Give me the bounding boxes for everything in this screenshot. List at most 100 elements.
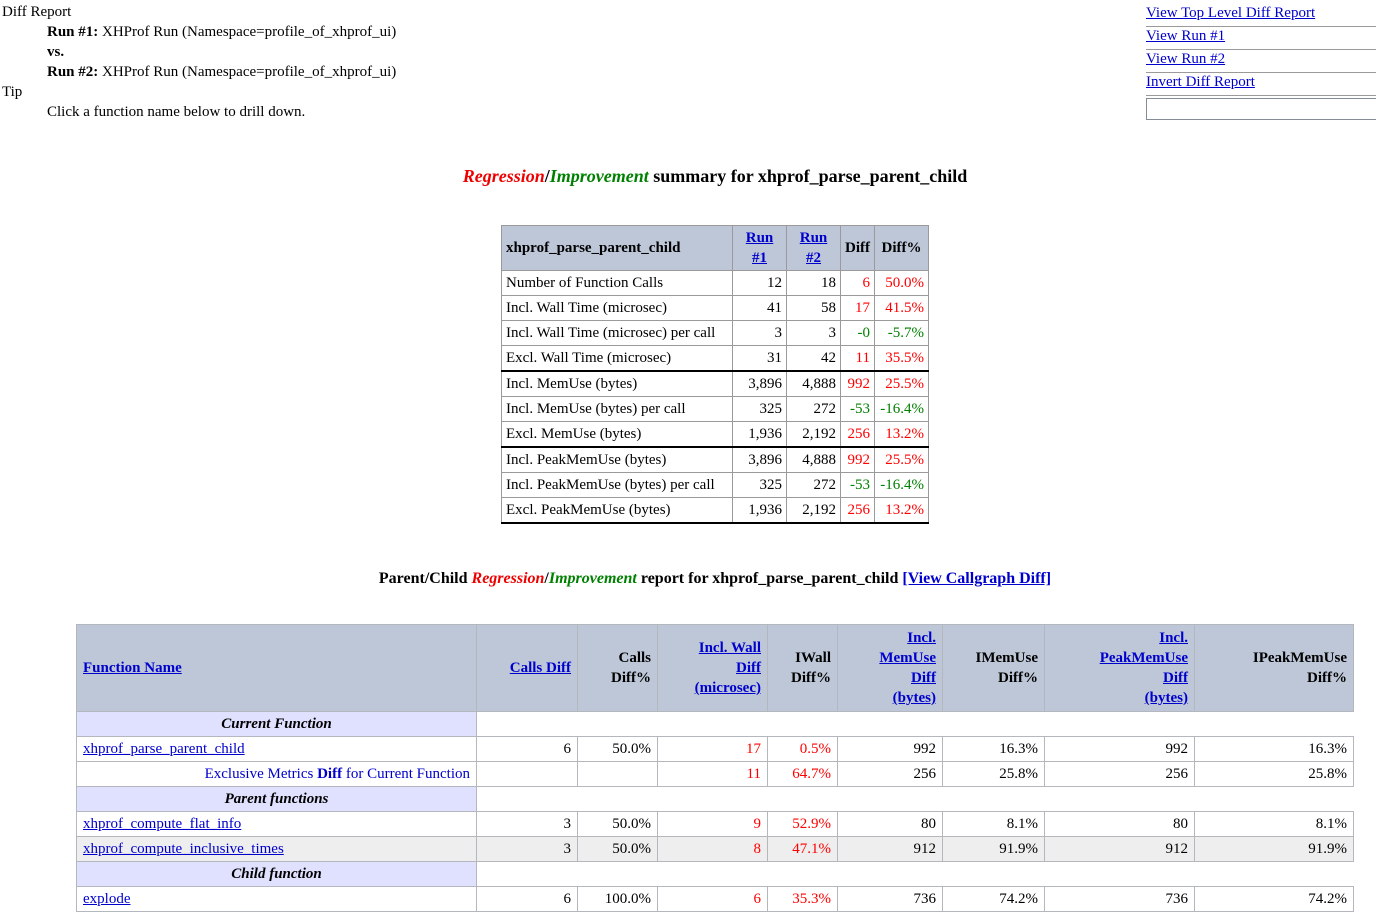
value-cell: 16.3% [1194, 736, 1354, 762]
report-column-calls-diff[interactable]: Calls Diff [476, 624, 578, 712]
diff-pct-value: -5.7% [874, 320, 929, 346]
run1-value: 1,936 [732, 421, 787, 448]
report-column-incl-wall-diff-microsec[interactable]: Incl. Wall Diff (microsec) [657, 624, 768, 712]
value-cell [476, 761, 578, 787]
diff-value: 256 [840, 497, 875, 524]
diff-value: 11 [840, 345, 875, 372]
value-cell: 74.2% [1194, 886, 1354, 912]
value-cell: 50.0% [577, 736, 658, 762]
search-input[interactable] [1146, 98, 1376, 120]
value-cell: 992 [837, 736, 943, 762]
vs-line: vs. [47, 42, 1376, 62]
summary-row: Excl. Wall Time (microsec) 31 42 11 35.5% [501, 345, 929, 372]
run1-line: Run #1: XHProf Run (Namespace=profile_of… [47, 22, 1376, 42]
nav-links: View Top Level Diff Report View Run #1 Vie… [1146, 4, 1376, 96]
value-cell: 80 [837, 811, 943, 837]
function-row: Exclusive Metrics Diff for Current Funct… [76, 761, 1354, 787]
metric-name: Incl. MemUse (bytes) [501, 370, 733, 397]
nav-link-row: View Run #2 [1146, 50, 1376, 73]
value-cell: 912 [837, 836, 943, 862]
function-link-xhprof-parse-parent-child[interactable]: xhprof_parse_parent_child [83, 741, 245, 757]
summary-row: Excl. MemUse (bytes) 1,936 2,192 256 13.2% [501, 421, 929, 448]
value-cell: 35.3% [767, 886, 838, 912]
run1-value: 41 [732, 295, 787, 321]
run1-value: 31 [732, 345, 787, 372]
note-diff-word: Diff [317, 766, 343, 782]
heading-separator: / [544, 570, 549, 587]
metric-name: Incl. Wall Time (microsec) [501, 295, 733, 321]
value-cell: 47.1% [767, 836, 838, 862]
run1-value: 12 [732, 270, 787, 296]
report-column-ipeakmemuse-diff%: IPeakMemUse Diff% [1194, 624, 1354, 712]
report-table: Function Name Calls Diff Calls Diff% Incl. … [76, 624, 1354, 912]
diff-pct-value: 35.5% [874, 345, 929, 372]
diff-pct-value: 50.0% [874, 270, 929, 296]
summary-row: Incl. Wall Time (microsec) 41 58 17 41.5% [501, 295, 929, 321]
run2-value: 272 [786, 396, 841, 422]
function-name-cell: xhprof_parse_parent_child [76, 736, 477, 762]
value-cell: 8.1% [942, 811, 1045, 837]
run2-line: Run #2: XHProf Run (Namespace=profile_of… [47, 62, 1376, 82]
summary-column-run-#2[interactable]: Run #2 [786, 225, 841, 271]
value-cell: 50.0% [577, 811, 658, 837]
function-row: xhprof_compute_inclusive_times 3 50.0% 8 47.… [76, 836, 1354, 862]
sort-link[interactable]: Calls Diff [509, 660, 571, 676]
function-link-xhprof-compute-flat-info[interactable]: xhprof_compute_flat_info [83, 816, 242, 832]
value-cell: 256 [1044, 761, 1195, 787]
value-cell: 74.2% [942, 886, 1045, 912]
nav-panel: View Top Level Diff Report View Run #1 Vie… [1146, 4, 1376, 120]
report-column-function-name[interactable]: Function Name [76, 624, 477, 712]
run2-value: 272 [786, 472, 841, 498]
run-link[interactable]: Run #1 [745, 230, 774, 266]
nav-link-view-run-#2[interactable]: View Run #2 [1146, 51, 1226, 67]
run2-description: XHProf Run (Namespace=profile_of_xhprof_… [98, 64, 397, 80]
function-name-cell: xhprof_compute_flat_info [76, 811, 477, 837]
vs-label: vs. [47, 44, 65, 60]
summary-column-diff: Diff [840, 225, 875, 271]
run2-value: 2,192 [786, 421, 841, 448]
metric-name: Incl. MemUse (bytes) per call [501, 396, 733, 422]
report-column-incl-memuse-diff-bytes[interactable]: Incl. MemUse Diff (bytes) [837, 624, 943, 712]
value-cell: 8.1% [1194, 811, 1354, 837]
value-cell: 17 [657, 736, 768, 762]
summary-column-run-#1[interactable]: Run #1 [732, 225, 787, 271]
diff-pct-value: -16.4% [874, 472, 929, 498]
metric-name: Excl. MemUse (bytes) [501, 421, 733, 448]
report-column-calls-diff%: Calls Diff% [577, 624, 658, 712]
nav-link-view-top-level-diff-report[interactable]: View Top Level Diff Report [1146, 5, 1316, 21]
improvement-word: Improvement [549, 166, 649, 186]
summary-row: Incl. Wall Time (microsec) per call 3 3 -0-… [501, 320, 929, 346]
summary-heading: Regression/Improvement summary for xhpro… [0, 166, 1376, 187]
value-cell: 16.3% [942, 736, 1045, 762]
summary-row: Incl. MemUse (bytes) 3,896 4,888 992 25.5% [501, 370, 929, 397]
value-cell: 52.9% [767, 811, 838, 837]
function-row: xhprof_parse_parent_child 6 50.0% 17 0.5% 992… [76, 736, 1354, 762]
nav-link-row: View Top Level Diff Report [1146, 4, 1376, 27]
diff-value: -53 [840, 472, 875, 498]
metric-name: Excl. PeakMemUse (bytes) [501, 497, 733, 524]
section-row: Current Function [76, 711, 1354, 737]
nav-link-invert-diff-report[interactable]: Invert Diff Report [1146, 74, 1255, 90]
sort-link[interactable]: Incl. PeakMemUse Diff (bytes) [1099, 630, 1188, 706]
run-link[interactable]: Run #2 [799, 230, 828, 266]
value-cell: 6 [476, 886, 578, 912]
sort-link[interactable]: Incl. Wall Diff (microsec) [694, 640, 761, 696]
metric-name: Number of Function Calls [501, 270, 733, 296]
run-comparison-block: Run #1: XHProf Run (Namespace=profile_of… [47, 22, 1376, 82]
function-link-xhprof-compute-inclusive-times[interactable]: xhprof_compute_inclusive_times [83, 841, 284, 857]
value-cell: 0.5% [767, 736, 838, 762]
report-column-incl-peakmemuse-diff-bytes[interactable]: Incl. PeakMemUse Diff (bytes) [1044, 624, 1195, 712]
nav-link-view-run-#1[interactable]: View Run #1 [1146, 28, 1226, 44]
metric-name: Excl. Wall Time (microsec) [501, 345, 733, 372]
section-label: Parent functions [76, 786, 477, 812]
function-row: explode 6 100.0% 6 35.3% 736 74.2% 736 74.2% [76, 886, 1354, 912]
summary-row: Excl. PeakMemUse (bytes) 1,936 2,192 256 13.… [501, 497, 929, 524]
value-cell: 912 [1044, 836, 1195, 862]
run2-value: 58 [786, 295, 841, 321]
function-link-explode[interactable]: explode [83, 891, 131, 907]
diff-pct-value: 25.5% [874, 446, 929, 473]
view-callgraph-diff-link[interactable]: [View Callgraph Diff] [902, 570, 1052, 587]
sort-link[interactable]: Incl. MemUse Diff (bytes) [879, 630, 936, 706]
sort-link[interactable]: Function Name [83, 660, 182, 676]
value-cell: 100.0% [577, 886, 658, 912]
